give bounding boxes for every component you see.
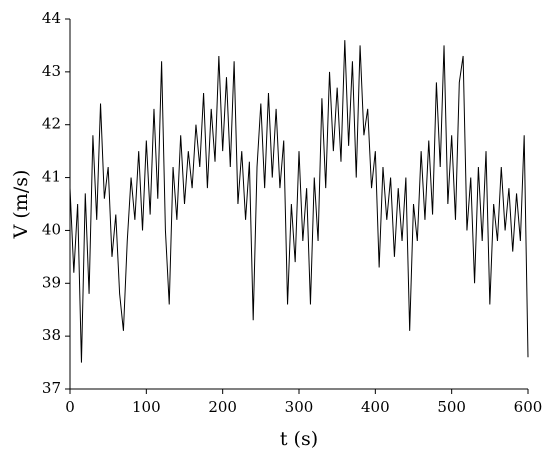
y-tick-label: 42 bbox=[42, 115, 61, 133]
x-axis-title: t (s) bbox=[280, 428, 318, 450]
y-tick-label: 38 bbox=[42, 326, 61, 344]
x-tick-label: 300 bbox=[285, 398, 314, 416]
y-axis-title: V (m/s) bbox=[10, 170, 32, 240]
y-tick-label: 43 bbox=[42, 62, 61, 80]
data-line bbox=[69, 40, 529, 363]
y-tick-label: 37 bbox=[42, 379, 61, 397]
x-tick-label: 600 bbox=[514, 398, 543, 416]
y-tick-label: 44 bbox=[42, 9, 61, 27]
y-tick-label: 39 bbox=[42, 273, 61, 291]
y-tick-label: 41 bbox=[42, 168, 61, 186]
x-tick-label: 100 bbox=[132, 398, 161, 416]
x-tick-label: 200 bbox=[208, 398, 237, 416]
y-tick-label: 40 bbox=[42, 220, 61, 238]
x-tick-label: 400 bbox=[361, 398, 390, 416]
x-tick-label: 0 bbox=[65, 398, 75, 416]
x-tick-label: 500 bbox=[437, 398, 466, 416]
